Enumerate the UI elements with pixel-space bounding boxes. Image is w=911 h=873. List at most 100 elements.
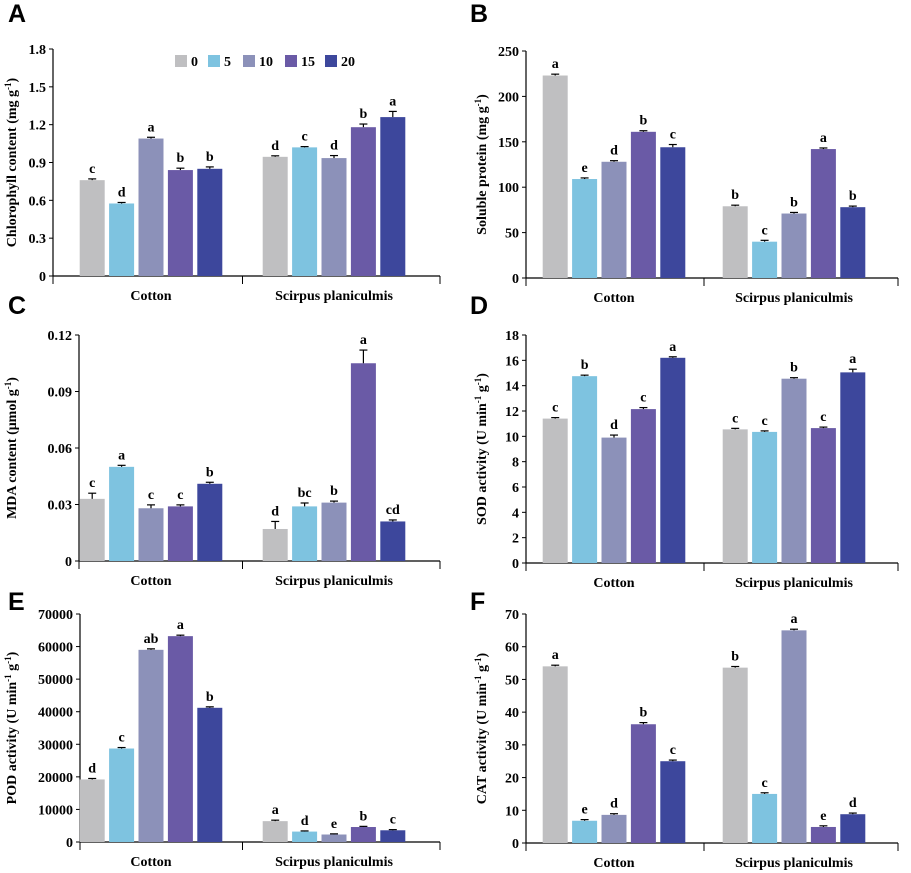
bar — [752, 431, 778, 563]
bar — [810, 826, 836, 843]
y-tick-label: 16 — [505, 354, 519, 369]
y-tick-label: 14 — [505, 380, 519, 395]
y-tick-label: 40000 — [38, 706, 73, 721]
significance-letter: b — [206, 150, 214, 165]
legend-swatch — [325, 55, 337, 67]
significance-letter: a — [669, 340, 676, 355]
significance-letter: c — [761, 223, 767, 238]
significance-letter: c — [148, 488, 154, 503]
bar — [810, 149, 836, 278]
bar — [840, 372, 866, 563]
y-tick-label: 0 — [512, 837, 519, 852]
significance-letter: d — [849, 796, 857, 811]
bar — [601, 161, 627, 278]
significance-letter: b — [206, 465, 214, 480]
significance-letter: e — [581, 161, 587, 176]
bar — [572, 820, 598, 843]
bar — [79, 180, 105, 276]
y-tick-label: 50 — [505, 227, 519, 242]
significance-letter: bc — [298, 486, 312, 501]
category-label: Scirpus planiculmis — [275, 855, 393, 870]
significance-letter: b — [330, 484, 338, 499]
y-tick-label: 0 — [66, 836, 73, 851]
significance-letter: c — [761, 414, 767, 429]
panel-c: C 0 0.03 0.06 0.09 0.12 Cotton Scirpus planicul… — [3, 292, 441, 589]
bar — [109, 466, 135, 561]
bar — [752, 793, 778, 843]
bar — [321, 158, 347, 276]
y-tick-label: 1.5 — [29, 81, 47, 96]
y-tick-label: 50000 — [38, 673, 73, 688]
y-tick-label: 18 — [505, 329, 519, 344]
legend-label: 15 — [301, 55, 315, 70]
y-tick-label: 2 — [512, 532, 519, 547]
significance-letter: a — [272, 803, 279, 818]
bar — [262, 821, 288, 842]
bar — [138, 508, 164, 561]
bar — [292, 831, 318, 842]
y-tick-label: 0.09 — [48, 386, 73, 401]
bar — [810, 428, 836, 563]
bar — [292, 147, 318, 276]
bar — [321, 834, 347, 842]
y-axis-title: MDA content (μmol g-1) — [3, 377, 20, 519]
panel-letter: C — [8, 292, 26, 320]
significance-letter: b — [849, 189, 857, 204]
significance-letter: b — [790, 361, 798, 376]
significance-letter: e — [331, 817, 337, 832]
significance-letter: a — [820, 131, 827, 146]
significance-letter: c — [89, 476, 95, 491]
significance-letter: c — [640, 391, 646, 406]
bar — [79, 498, 105, 561]
significance-letter: b — [640, 706, 648, 721]
significance-letter: ab — [144, 632, 159, 647]
significance-letter: a — [177, 618, 184, 633]
y-tick-label: 0 — [65, 555, 72, 570]
bar — [630, 724, 656, 843]
y-tick-label: 0.03 — [48, 499, 73, 514]
y-tick-label: 250 — [498, 45, 519, 60]
bar — [197, 483, 223, 561]
significance-letter: b — [360, 107, 368, 122]
significance-letter: b — [731, 650, 739, 665]
significance-letter: a — [118, 448, 125, 463]
bar — [722, 429, 748, 563]
significance-letter: e — [581, 803, 587, 818]
significance-letter: d — [610, 797, 618, 812]
y-tick-label: 0 — [512, 557, 519, 572]
legend-label: 20 — [341, 55, 355, 70]
y-tick-label: 30000 — [38, 738, 73, 753]
bar — [722, 667, 748, 843]
significance-letter: a — [148, 120, 155, 135]
y-tick-label: 70000 — [38, 608, 73, 623]
bar — [167, 170, 193, 276]
panel-f: F 0 10 20 30 40 50 60 70 Cotton Scirpus planiculmi… — [470, 588, 899, 871]
significance-letter: c — [670, 743, 676, 758]
significance-letter: b — [731, 188, 739, 203]
y-tick-label: 1.8 — [29, 43, 47, 58]
bar — [722, 206, 748, 278]
significance-letter: d — [610, 144, 618, 159]
bar — [109, 203, 135, 276]
bar — [292, 506, 318, 561]
bar — [197, 707, 223, 842]
bar — [572, 376, 598, 563]
significance-letter: c — [552, 401, 558, 416]
bar — [109, 748, 135, 842]
bar — [380, 521, 406, 561]
category-label: Cotton — [130, 289, 171, 304]
category-label: Cotton — [593, 856, 634, 871]
y-tick-label: 0.06 — [48, 442, 73, 457]
y-tick-label: 20000 — [38, 771, 73, 786]
bar — [380, 117, 406, 276]
category-label: Scirpus planiculmis — [275, 289, 393, 304]
bar — [542, 666, 568, 843]
significance-letter: e — [820, 809, 826, 824]
bar — [840, 814, 866, 843]
significance-letter: d — [88, 761, 96, 776]
y-tick-label: 12 — [505, 405, 519, 420]
significance-letter: b — [790, 195, 798, 210]
significance-letter: b — [177, 151, 185, 166]
significance-letter: b — [581, 358, 589, 373]
bar — [138, 138, 164, 276]
